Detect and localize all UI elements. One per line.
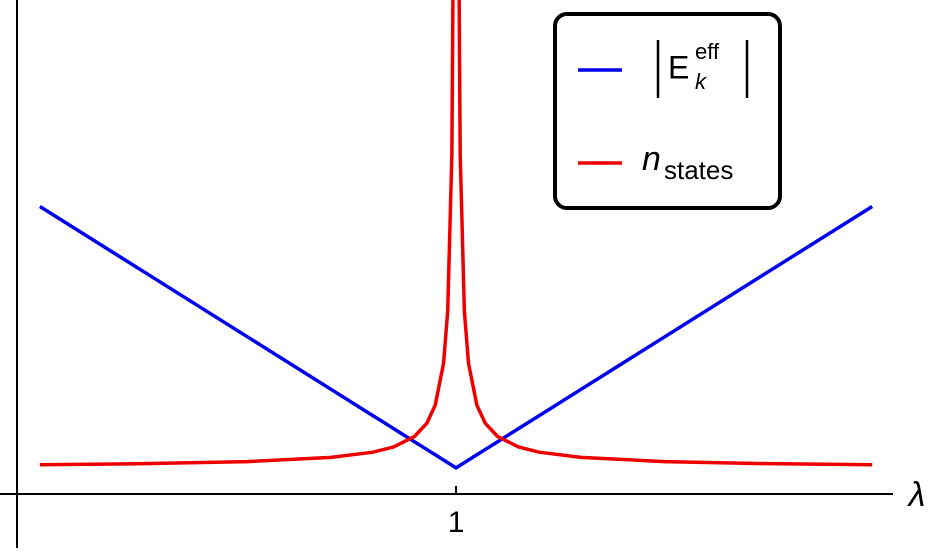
legend-label-sup: eff (695, 39, 720, 64)
series-line (39, 0, 873, 467)
x-axis-label: λ (907, 476, 926, 514)
series-line (38, 205, 874, 470)
x-tick-label: 1 (448, 506, 465, 539)
plot-area (38, 0, 874, 470)
legend-label-sub: states (664, 155, 733, 185)
legend-label: E (668, 49, 689, 85)
legend-label-sub: k (695, 69, 707, 94)
legend (553, 12, 782, 210)
legend-label: n (642, 140, 661, 178)
